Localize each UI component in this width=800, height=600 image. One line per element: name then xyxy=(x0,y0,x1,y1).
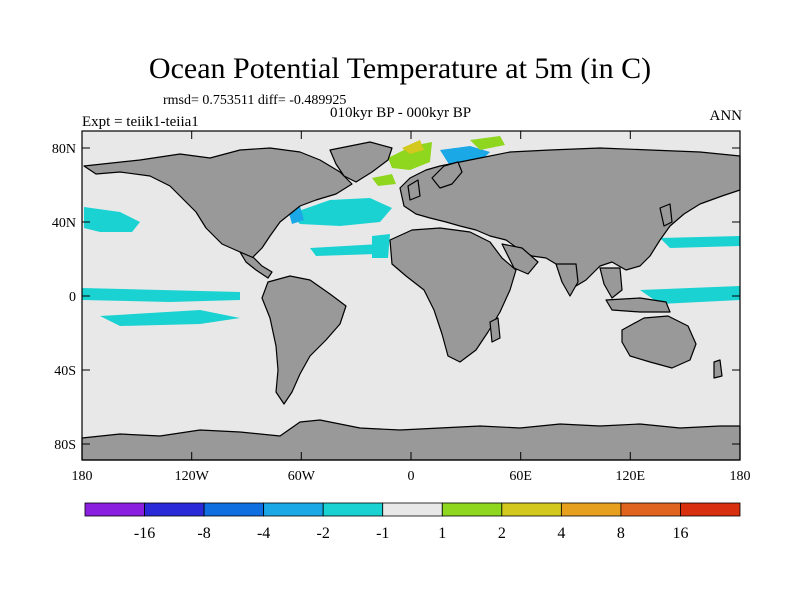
labrador-warm xyxy=(372,174,396,186)
japan xyxy=(659,203,673,227)
colorbar-swatch xyxy=(501,502,562,517)
colorbar-label: -1 xyxy=(376,525,389,542)
colorbar-label: -16 xyxy=(134,525,155,542)
arctic-warm xyxy=(470,136,505,150)
period-label: 010kyr BP - 000kyr BP xyxy=(330,105,472,121)
north-america xyxy=(83,147,353,259)
lat-label-80s: 80S xyxy=(54,438,76,453)
lat-label-80n: 80N xyxy=(52,142,76,157)
antarctica xyxy=(81,419,741,461)
uk xyxy=(407,179,421,201)
south-america xyxy=(261,275,347,405)
colorbar-swatch xyxy=(680,502,741,517)
indonesia xyxy=(605,297,671,313)
colorbar-label: -8 xyxy=(197,525,210,542)
season-label: ANN xyxy=(709,108,743,124)
southeast-asia xyxy=(599,267,623,299)
new-zealand xyxy=(713,359,723,379)
equatorial-west-pacific xyxy=(640,286,740,304)
lat-label-0: 0 xyxy=(69,290,76,305)
eurasia xyxy=(399,147,741,287)
north-pacific-cool-patch xyxy=(84,207,140,232)
colorbar-swatch xyxy=(322,502,384,517)
madagascar xyxy=(489,317,501,343)
lon-label-180e: 180 xyxy=(730,469,751,484)
longitude-labels: 180 120W 60W 0 60E 120E 180 xyxy=(72,469,751,484)
colorbar-swatch xyxy=(382,502,443,517)
colorbar-swatch xyxy=(203,502,265,517)
colorbar-label: 8 xyxy=(617,525,625,542)
greenland xyxy=(329,141,393,183)
latitude-labels: 80N 40N 0 40S 80S xyxy=(52,142,76,453)
longitude-ticks xyxy=(81,131,741,460)
tropical-atlantic-cool-band xyxy=(310,244,380,256)
lon-label-0: 0 xyxy=(408,469,415,484)
colorbar-swatch xyxy=(144,502,205,517)
central-america xyxy=(239,251,273,279)
colorbar-label: -2 xyxy=(317,525,330,542)
south-pacific-cool-band xyxy=(100,310,240,326)
scandinavia xyxy=(431,161,463,189)
colorbar-swatch xyxy=(263,502,324,517)
australia xyxy=(621,315,697,369)
experiment-label: Expt = teiik1-teiia1 xyxy=(82,114,199,130)
rmsd-diff-stats: rmsd= 0.753511 diff= -0.489925 xyxy=(163,93,347,108)
lon-label-120e: 120E xyxy=(616,469,646,484)
colorbar: -16 -8 -4 -2 -1 1 2 4 8 16 xyxy=(84,502,741,542)
colorbar-label: -4 xyxy=(257,525,270,542)
colorbar-swatch xyxy=(560,502,622,517)
colorbar-swatch xyxy=(441,502,503,517)
lon-label-120w: 120W xyxy=(175,469,210,484)
colorbar-label: 1 xyxy=(438,525,446,542)
equatorial-pacific-cool-band xyxy=(82,288,240,302)
colorbar-swatch xyxy=(84,502,145,517)
north-atlantic-cool-patch xyxy=(290,198,392,226)
barents-warm xyxy=(402,140,424,154)
lat-label-40n: 40N xyxy=(52,216,76,231)
colorbar-swatch xyxy=(620,502,681,517)
west-pacific-cool-band xyxy=(660,236,740,248)
land-masses xyxy=(81,141,741,461)
lon-label-60e: 60E xyxy=(509,469,532,484)
colorbar-label: 4 xyxy=(557,525,565,542)
latitude-ticks xyxy=(82,147,740,445)
lat-label-40s: 40S xyxy=(54,364,76,379)
india xyxy=(555,263,579,297)
arabia xyxy=(501,243,539,275)
lon-label-180w: 180 xyxy=(72,469,93,484)
colorbar-label: 16 xyxy=(672,525,688,542)
colorbar-label: 2 xyxy=(498,525,506,542)
africa xyxy=(389,227,517,363)
lon-label-60w: 60W xyxy=(288,469,316,484)
map-title: Ocean Potential Temperature at 5m (in C) xyxy=(148,52,652,85)
